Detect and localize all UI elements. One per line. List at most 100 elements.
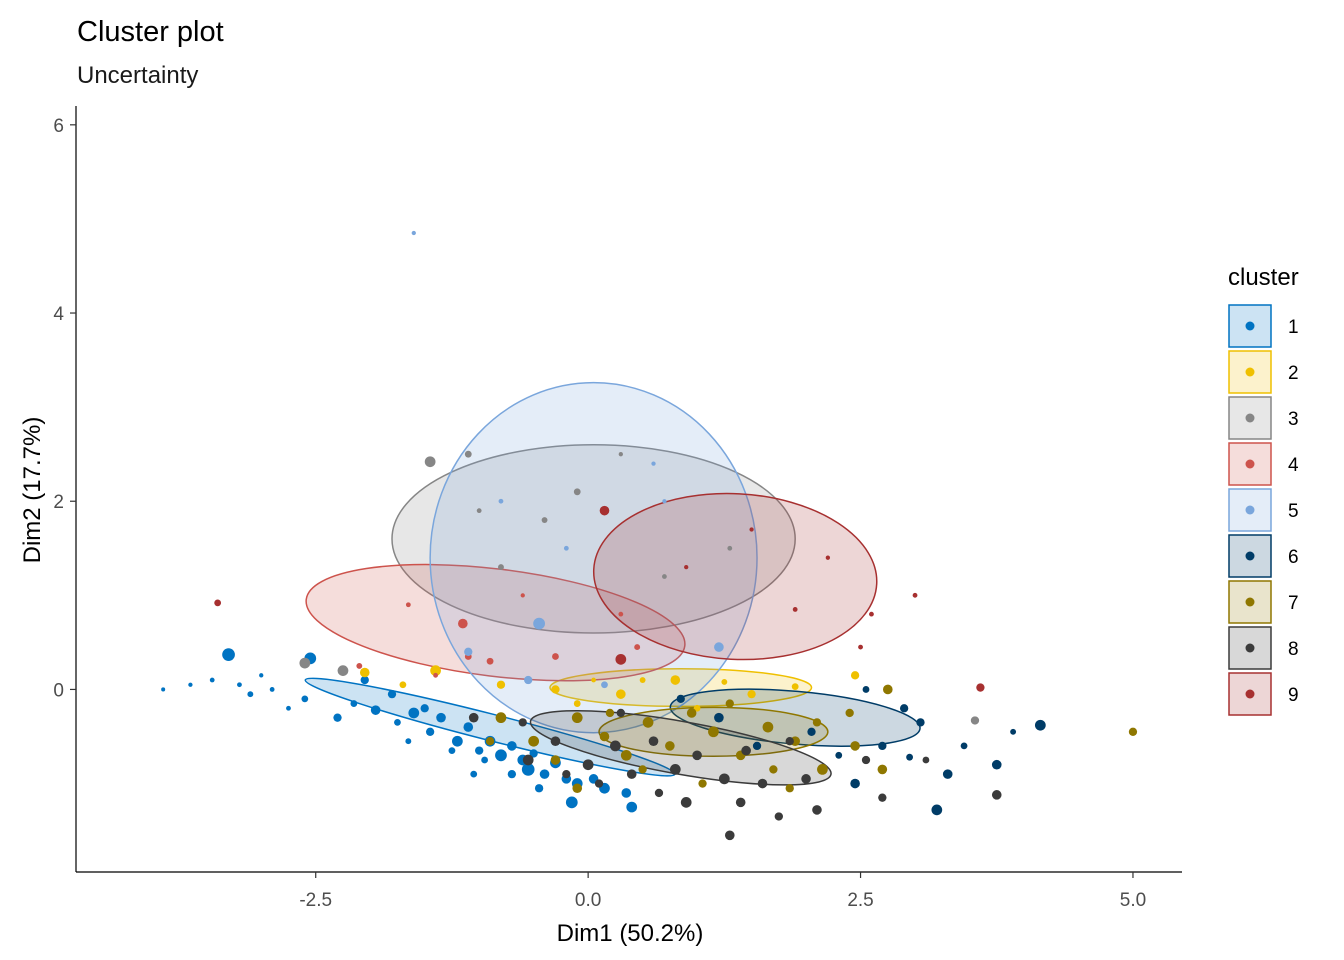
cluster-1-point xyxy=(301,695,309,703)
cluster-5-point xyxy=(533,617,545,630)
cluster-6-point xyxy=(850,778,860,789)
cluster-8-point xyxy=(550,736,561,746)
cluster-1-point xyxy=(621,788,632,798)
cluster-9-point xyxy=(869,611,874,617)
legend-key-dot xyxy=(1245,551,1255,561)
cluster-1-point xyxy=(387,689,397,699)
cluster-6-point xyxy=(1034,719,1046,731)
y-tick-label: 2 xyxy=(53,492,64,513)
cluster-5-point xyxy=(651,461,656,466)
cluster-8-point xyxy=(594,779,604,788)
cluster-3-point xyxy=(476,508,482,514)
legend-label-6: 6 xyxy=(1288,547,1299,568)
cluster-9-point xyxy=(792,607,798,612)
cluster-2-point xyxy=(721,678,728,685)
cluster-8-point xyxy=(774,812,783,821)
cluster-7-point xyxy=(762,721,774,733)
cluster-4-point xyxy=(552,653,559,660)
cluster-5-point xyxy=(498,498,504,504)
cluster-1-point xyxy=(405,738,412,745)
cluster-5-point xyxy=(464,647,473,656)
cluster-8-point xyxy=(991,790,1002,800)
cluster-1-point xyxy=(626,801,638,813)
cluster-7-point xyxy=(785,784,794,793)
cluster-7-point xyxy=(599,731,610,742)
legend-label-2: 2 xyxy=(1288,363,1299,384)
cluster-2-point xyxy=(573,700,581,707)
cluster-7-point xyxy=(882,684,893,695)
cluster-1-point xyxy=(161,687,166,692)
cluster-9-point xyxy=(599,505,610,516)
chart-title: Cluster plot xyxy=(77,16,224,48)
cluster-3-point xyxy=(662,574,667,579)
cluster-9-point xyxy=(912,592,918,598)
x-tick-label: 0.0 xyxy=(575,890,601,911)
cluster-1-point xyxy=(436,712,446,723)
cluster-2-point xyxy=(791,683,799,691)
cluster-1-point xyxy=(475,746,484,755)
cluster-4-point xyxy=(520,593,525,598)
cluster-9-point xyxy=(858,644,863,650)
cluster-2-point xyxy=(693,704,701,712)
cluster-8-point xyxy=(692,750,702,761)
legend-label-4: 4 xyxy=(1288,455,1299,476)
cluster-7-point xyxy=(638,765,647,774)
y-axis-title: Dim2 (17.7%) xyxy=(19,417,46,564)
cluster-9-point xyxy=(976,683,985,692)
cluster-2-point xyxy=(850,671,860,680)
cluster-1-point xyxy=(463,722,474,732)
cluster-6-point xyxy=(1010,728,1017,735)
cluster-1-point xyxy=(448,747,456,755)
cluster-8-point xyxy=(735,797,746,808)
cluster-5-point xyxy=(411,230,416,236)
cluster-5-point xyxy=(662,499,667,504)
cluster-7-point xyxy=(665,741,675,751)
cluster-8-point xyxy=(812,805,822,815)
cluster-5-point xyxy=(563,545,569,551)
cluster-9-point xyxy=(825,555,831,560)
legend-key-dot xyxy=(1245,321,1255,331)
legend-key-dot xyxy=(1245,597,1255,607)
cluster-1-point xyxy=(259,673,264,678)
cluster-9-point xyxy=(214,599,222,607)
cluster-6-point xyxy=(676,694,685,704)
cluster-1-point xyxy=(408,707,420,719)
cluster-7-point xyxy=(495,712,507,724)
cluster-1-point xyxy=(452,735,463,747)
cluster-8-point xyxy=(680,796,692,808)
cluster-4-point xyxy=(458,618,468,629)
cluster-2-point xyxy=(551,685,560,694)
cluster-6-point xyxy=(878,741,887,751)
legend-key-dot xyxy=(1245,689,1255,699)
cluster-7-point xyxy=(698,779,707,788)
cluster-8-point xyxy=(522,754,534,766)
cluster-1-point xyxy=(420,704,429,713)
cluster-1-point xyxy=(481,756,489,764)
cluster-6-point xyxy=(714,712,724,723)
legend-key-dot xyxy=(1245,505,1255,515)
cluster-7-point xyxy=(550,755,561,765)
cluster-1-point xyxy=(269,687,275,692)
cluster-8-point xyxy=(616,708,625,718)
cluster-5-point xyxy=(601,681,608,689)
cluster-7-point xyxy=(725,699,734,708)
cluster-7-point xyxy=(605,708,615,718)
cluster-3-point xyxy=(541,517,548,523)
cluster-3-point xyxy=(618,452,623,457)
cluster-2-point xyxy=(591,677,596,683)
x-tick-label: 2.5 xyxy=(847,890,873,911)
cluster-8-point xyxy=(610,740,621,752)
cluster-6-point xyxy=(862,686,870,693)
cluster-4-point xyxy=(618,611,624,617)
cluster-1-point xyxy=(286,705,291,711)
cluster-6-point xyxy=(807,727,816,736)
cluster-8-point xyxy=(562,769,571,779)
cluster-8-point xyxy=(878,793,887,802)
cluster-1-point xyxy=(507,769,517,779)
cluster-1-point xyxy=(425,727,435,736)
cluster-3-point xyxy=(464,450,472,458)
cluster-6-point xyxy=(752,741,762,751)
cluster-3-point xyxy=(299,657,311,669)
cluster-1-point xyxy=(333,713,342,722)
